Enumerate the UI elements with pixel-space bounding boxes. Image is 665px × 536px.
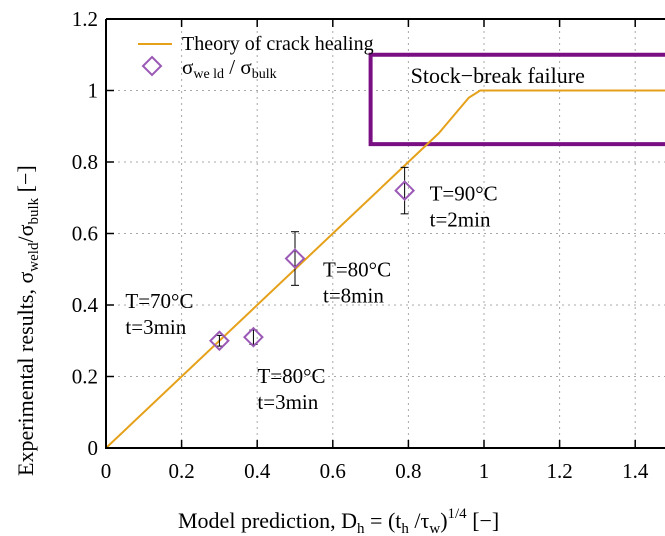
x-tick-label-2: 0.4 xyxy=(244,459,271,483)
data-label-temperature-3: T=90°C xyxy=(430,182,498,206)
legend-experimental-swatch xyxy=(141,55,163,77)
y-tick-label-0: 0 xyxy=(88,436,99,460)
x-tick-label-6: 1.2 xyxy=(546,459,572,483)
y-tick-label-1: 0.2 xyxy=(72,365,98,389)
tick-labels: 0 0.2 0.4 0.6 0.8 1 1.2 1.4 0 0.2 0.4 0.6 0.8 1 1.2 xyxy=(72,7,649,483)
y-tick-label-6: 1.2 xyxy=(72,7,98,31)
theory-curve-line xyxy=(105,89,665,449)
y-tick-label-4: 0.8 xyxy=(72,150,98,174)
legend-experimental-label: σwe ld / σbulk xyxy=(182,55,277,82)
x-tick-label-0: 0 xyxy=(101,459,112,483)
x-tick-label-1: 0.2 xyxy=(168,459,194,483)
data-point-3 xyxy=(394,180,416,202)
legend-theory-label: Theory of crack healing xyxy=(182,33,374,55)
data-label-temperature-2: T=80°C xyxy=(323,258,391,282)
y-tick-label-3: 0.6 xyxy=(72,222,98,246)
data-points-group: T=70°Ct=3minT=80°Ct=3minT=80°Ct=8minT=90… xyxy=(125,166,498,414)
stock-break-failure-label: Stock−break failure xyxy=(411,63,585,88)
theory-curve-group xyxy=(105,89,665,449)
data-label-time-1: t=3min xyxy=(257,390,318,414)
data-point-0 xyxy=(208,330,230,352)
y-axis-label: Experimental results, σweld/σbulk [−] xyxy=(13,165,42,476)
data-point-1 xyxy=(243,326,264,348)
data-point-2 xyxy=(284,248,306,269)
y-tick-label-5: 1 xyxy=(88,79,99,103)
stock-break-failure-box xyxy=(368,52,665,147)
data-label-temperature-1: T=80°C xyxy=(257,364,325,388)
data-label-time-2: t=8min xyxy=(323,284,384,308)
x-tick-label-5: 1 xyxy=(479,459,490,483)
x-tick-label-7: 1.4 xyxy=(622,459,649,483)
data-label-time-0: t=3min xyxy=(125,315,186,339)
legend: Theory of crack healing σwe ld / σbulk xyxy=(138,33,374,82)
x-axis-label: Model prediction, Dh = (th /τw)1/4 [−] xyxy=(178,506,499,536)
annotation-box-group: Stock−break failure xyxy=(368,52,665,147)
data-label-time-3: t=2min xyxy=(430,208,491,232)
data-label-temperature-0: T=70°C xyxy=(125,289,193,313)
y-tick-label-2: 0.4 xyxy=(72,293,99,317)
x-tick-label-3: 0.6 xyxy=(320,459,346,483)
x-tick-label-4: 0.8 xyxy=(395,459,421,483)
